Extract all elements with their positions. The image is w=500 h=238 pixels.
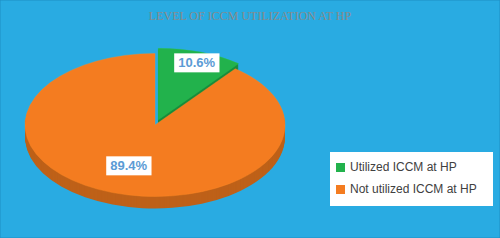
data-labels: 10.6% 89.4%: [106, 53, 219, 175]
pie: [25, 48, 285, 208]
data-label: 89.4%: [110, 158, 147, 173]
data-label-box: [106, 156, 151, 175]
data-label-box: [174, 53, 219, 72]
legend-label: Utilized ICCM at HP: [350, 160, 457, 174]
legend: Utilized ICCM at HP Not utilized ICCM at …: [330, 152, 493, 206]
legend-label: Not utilized ICCM at HP: [350, 182, 477, 196]
title: LEVEL OF ICCM UTILIZATION AT HP: [149, 9, 352, 23]
slice-side: [25, 54, 285, 197]
background: [0, 0, 500, 238]
data-label: 10.6%: [178, 55, 215, 70]
chart: LEVEL OF ICCM UTILIZATION AT HP 10.6% 89.4…: [0, 0, 500, 238]
legend-swatch: [336, 185, 345, 194]
legend-swatch: [336, 163, 345, 172]
slice: [25, 54, 285, 197]
legend-box: [330, 152, 493, 206]
